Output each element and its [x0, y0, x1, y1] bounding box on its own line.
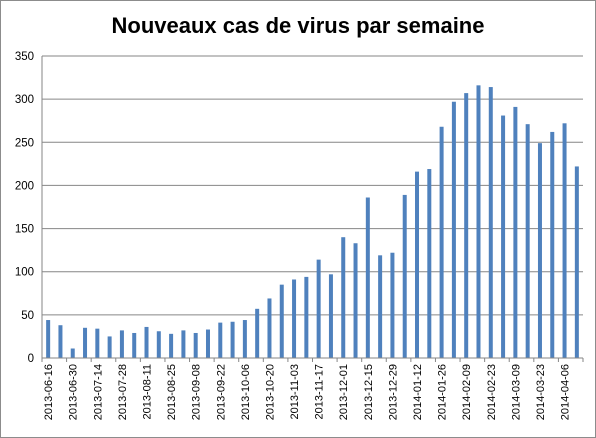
bar: [144, 326, 149, 358]
x-axis-ticks: 2013-06-16 2013-06-30 2013-07-14 2013-07-28…: [43, 364, 571, 420]
x-tick-label: 2013-10-20: [264, 364, 276, 420]
bar: [70, 348, 75, 358]
bar: [193, 332, 198, 358]
bar: [451, 101, 456, 358]
x-tick-label: 2013-11-03: [289, 364, 301, 419]
bars: [46, 85, 579, 359]
bar: [58, 325, 63, 358]
bar: [156, 331, 161, 358]
bar: [415, 171, 420, 358]
bar: [83, 327, 88, 358]
x-tick-label: 2013-08-25: [166, 364, 178, 420]
bar: [205, 329, 210, 358]
bar: [279, 284, 284, 358]
x-tick-label: 2013-12-29: [387, 364, 399, 420]
bar: [255, 308, 260, 358]
bar: [218, 322, 223, 358]
bar: [304, 276, 309, 358]
x-tick-label: 2013-07-14: [92, 364, 104, 420]
bar: [328, 274, 333, 358]
bar: [107, 336, 112, 358]
x-tick-label: 2013-06-16: [43, 364, 55, 420]
bar: [267, 298, 272, 358]
x-tick-label: 2013-06-30: [68, 364, 80, 420]
bar: [316, 259, 321, 358]
bar: [95, 328, 100, 358]
x-tick-label: 2013-08-11: [142, 364, 154, 419]
y-tick-label: 300: [15, 94, 34, 106]
bar: [525, 124, 530, 358]
x-tick-label: 2014-04-06: [560, 364, 572, 420]
bar: [230, 321, 235, 358]
bar: [427, 169, 432, 358]
x-tick-label: 2013-12-15: [363, 364, 375, 420]
bar: [562, 123, 567, 358]
x-tick-label: 2013-11-17: [314, 364, 326, 419]
x-tick-label: 2014-02-09: [461, 364, 473, 420]
bar: [365, 197, 370, 358]
bar: [119, 330, 124, 358]
y-tick-label: 250: [15, 137, 34, 149]
bar: [378, 255, 383, 358]
axes: [41, 56, 584, 362]
bar: [550, 131, 555, 358]
y-tick-label: 350: [15, 51, 34, 63]
bar: [488, 87, 493, 358]
bar: [513, 106, 518, 358]
bar: [402, 194, 407, 358]
bar: [353, 243, 358, 358]
bar: [501, 115, 506, 358]
y-tick-label: 50: [21, 310, 34, 322]
bar: [292, 279, 297, 358]
x-tick-label: 2013-09-22: [215, 364, 227, 420]
y-tick-label: 150: [15, 224, 34, 236]
x-tick-label: 2013-10-06: [240, 364, 252, 420]
y-tick-label: 0: [28, 353, 34, 365]
x-tick-label: 2014-03-09: [510, 364, 522, 420]
y-axis-ticks: 0 50 100 150 200 250 300 350: [15, 51, 34, 365]
bar: [132, 332, 137, 358]
x-tick-label: 2014-03-23: [535, 364, 547, 420]
gridlines: [42, 55, 583, 316]
bar: [181, 330, 186, 358]
y-tick-label: 100: [15, 267, 34, 279]
x-tick-label: 2013-07-28: [117, 364, 129, 420]
bar: [390, 252, 395, 358]
bar: [46, 320, 51, 358]
bar: [341, 237, 346, 358]
chart-title: Nouveaux cas de virus par semaine: [111, 13, 485, 38]
y-tick-label: 200: [15, 180, 34, 192]
bar: [574, 166, 579, 358]
bar: [464, 93, 469, 359]
bar: [169, 333, 174, 358]
x-tick-label: 2013-12-01: [338, 364, 350, 420]
bar: [537, 143, 542, 358]
bar: [476, 85, 481, 358]
x-tick-label: 2014-02-23: [486, 364, 498, 420]
bar: [242, 320, 247, 358]
bar: [439, 126, 444, 358]
x-tick-label: 2014-01-26: [437, 364, 449, 420]
x-tick-label: 2014-01-12: [412, 364, 424, 420]
x-tick-label: 2013-09-08: [191, 364, 203, 420]
